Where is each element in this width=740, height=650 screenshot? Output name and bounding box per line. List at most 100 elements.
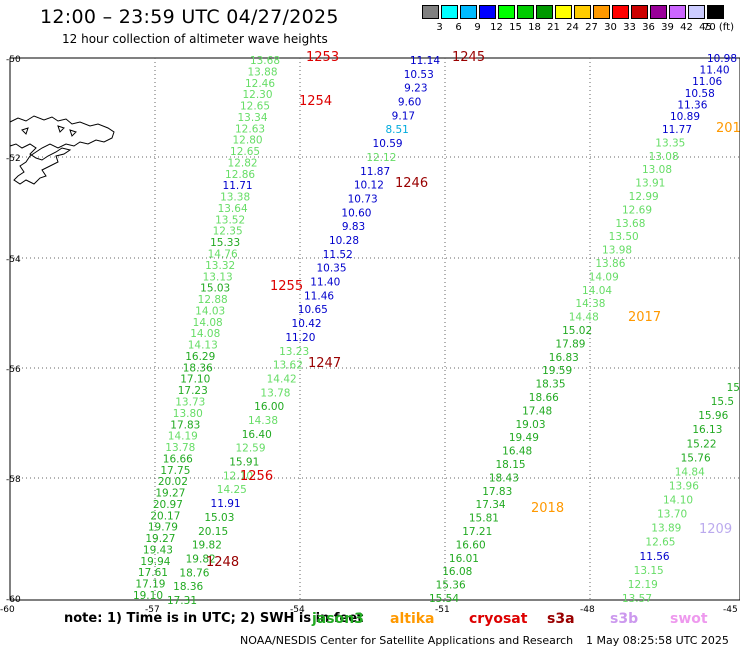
wave-height-value: 11.77	[662, 124, 692, 136]
wave-height-value: 13.50	[609, 231, 639, 243]
graticule	[10, 58, 740, 600]
longitude-label: -60	[0, 605, 15, 615]
legend-level-label: 12	[490, 22, 503, 33]
wave-height-value: 14.38	[575, 298, 605, 310]
wave-height-value: 17.23	[178, 385, 208, 397]
longitude-label: -54	[290, 605, 305, 615]
wave-height-value: 16.60	[456, 539, 486, 551]
wave-height-value: 12.65	[240, 101, 270, 113]
wave-height-value: 17.75	[160, 465, 190, 477]
wave-height-value: 11.56	[640, 551, 670, 563]
wave-height-value: 18.76	[179, 567, 209, 579]
wave-height-value: 13.98	[602, 245, 632, 257]
wave-height-value: 20.15	[198, 526, 228, 538]
legend-swatch	[593, 5, 610, 19]
wave-height-value: 19.03	[515, 419, 545, 431]
wave-height-value: 12.69	[622, 204, 652, 216]
wave-height-value: 12.82	[228, 157, 258, 169]
wave-height-value: 9.23	[404, 83, 427, 95]
wave-height-value: 20.97	[153, 499, 183, 511]
pass-number-label: 1256	[240, 469, 273, 484]
wave-height-value: 14.19	[168, 431, 198, 443]
wave-height-value: 13.68	[615, 218, 645, 230]
wave-height-value: 19.43	[143, 544, 173, 556]
map-title: 12:00 – 23:59 UTC 04/27/2025	[40, 6, 339, 28]
wave-height-value: 17.34	[476, 499, 506, 511]
wave-height-value: 13.91	[635, 178, 665, 190]
wave-height-value: 16.00	[254, 401, 284, 413]
legend-level-label: 42	[680, 22, 693, 33]
legend-level-label: 18	[528, 22, 541, 33]
latitude-label: -58	[6, 475, 21, 485]
map-frame	[9, 57, 740, 601]
wave-height-value: 15.54	[429, 593, 459, 605]
pass-number-label: 201	[716, 121, 740, 136]
wave-height-value: 18.36	[183, 362, 213, 374]
wave-height-value: 19.79	[148, 522, 178, 534]
wave-height-value: 11.52	[323, 249, 353, 261]
wave-height-value: 17.10	[180, 374, 210, 386]
wave-height-value: 14.04	[582, 285, 612, 297]
wave-height-value: 10.28	[329, 235, 359, 247]
latitude-labels: -50 -52 -54 -56 -58 -60	[6, 55, 21, 605]
legend-level-label: 3	[436, 22, 443, 33]
legend-level-label: 21	[547, 22, 560, 33]
wave-height-value: 10.53	[404, 69, 434, 81]
wave-height-value: 14.09	[589, 271, 619, 283]
satellite-name: s3a	[547, 611, 575, 627]
wave-height-value: 15.5	[711, 396, 734, 408]
wave-height-value: 9.17	[392, 110, 415, 122]
pass-number-label: 1253	[306, 50, 339, 65]
legend-swatch	[498, 5, 515, 19]
wave-height-value: 11.06	[692, 76, 722, 88]
wave-height-value: 9.83	[342, 221, 365, 233]
wave-height-value: 16.08	[442, 566, 472, 578]
legend-swatch	[555, 5, 572, 19]
pass-number-label: 1247	[308, 356, 341, 371]
wave-height-value: 15.81	[469, 513, 499, 525]
wave-height-tracks: 13.6813.8812.4612.3012.6513.3412.6312.80…	[133, 53, 740, 607]
wave-height-value: 16.83	[549, 352, 579, 364]
legend-swatch	[441, 5, 458, 19]
wave-height-value: 17.89	[555, 338, 585, 350]
wave-height-value: 12.35	[213, 226, 243, 238]
satellite-name: jason3	[312, 611, 364, 627]
longitude-label: -48	[580, 605, 595, 615]
wave-height-value: 13.08	[642, 164, 672, 176]
wave-height-value: 18.35	[535, 379, 565, 391]
wave-height-value: 11.14	[410, 55, 440, 67]
satellite-name: cryosat	[469, 611, 528, 627]
credit-line: NOAA/NESDIS Center for Satellite Applica…	[240, 634, 574, 647]
wave-height-value: 15.03	[200, 283, 230, 295]
wave-height-value: 13.78	[260, 387, 290, 399]
wave-height-value: 16.29	[185, 351, 215, 363]
wave-height-value: 14.48	[569, 312, 599, 324]
legend-swatch	[631, 5, 648, 19]
wave-height-value: 19.27	[155, 488, 185, 500]
wave-height-value: 14.10	[663, 495, 693, 507]
wave-height-value: 12.30	[242, 89, 272, 101]
wave-height-value: 14.38	[248, 415, 278, 427]
wave-height-value: 14.42	[267, 373, 297, 385]
wave-height-value: 13.57	[622, 593, 652, 605]
wave-height-value: 17.48	[522, 405, 552, 417]
wave-height-value: 13.70	[657, 509, 687, 521]
wave-height-value: 16.66	[163, 453, 193, 465]
wave-height-value: 18.66	[529, 392, 559, 404]
wave-height-value: 15.22	[686, 438, 716, 450]
wave-height-value: 17.83	[170, 419, 200, 431]
wave-height-value: 17.31	[167, 595, 197, 607]
wave-height-value: 12.65	[645, 537, 675, 549]
legend-swatch	[574, 5, 591, 19]
pass-number-label: 1246	[395, 176, 428, 191]
wave-height-value: 16.01	[449, 553, 479, 565]
wave-height-value: 9.60	[398, 97, 421, 109]
wave-height-value: 14.08	[190, 328, 220, 340]
legend-level-label: 6	[455, 22, 462, 33]
wave-height-value: 15.33	[210, 237, 240, 249]
wave-height-value: 13.15	[634, 565, 664, 577]
wave-height-value: 13.78	[165, 442, 195, 454]
pass-number-label: 1255	[270, 279, 303, 294]
satellite-name: altika	[390, 611, 435, 627]
wave-height-value: 10.98	[707, 53, 737, 65]
